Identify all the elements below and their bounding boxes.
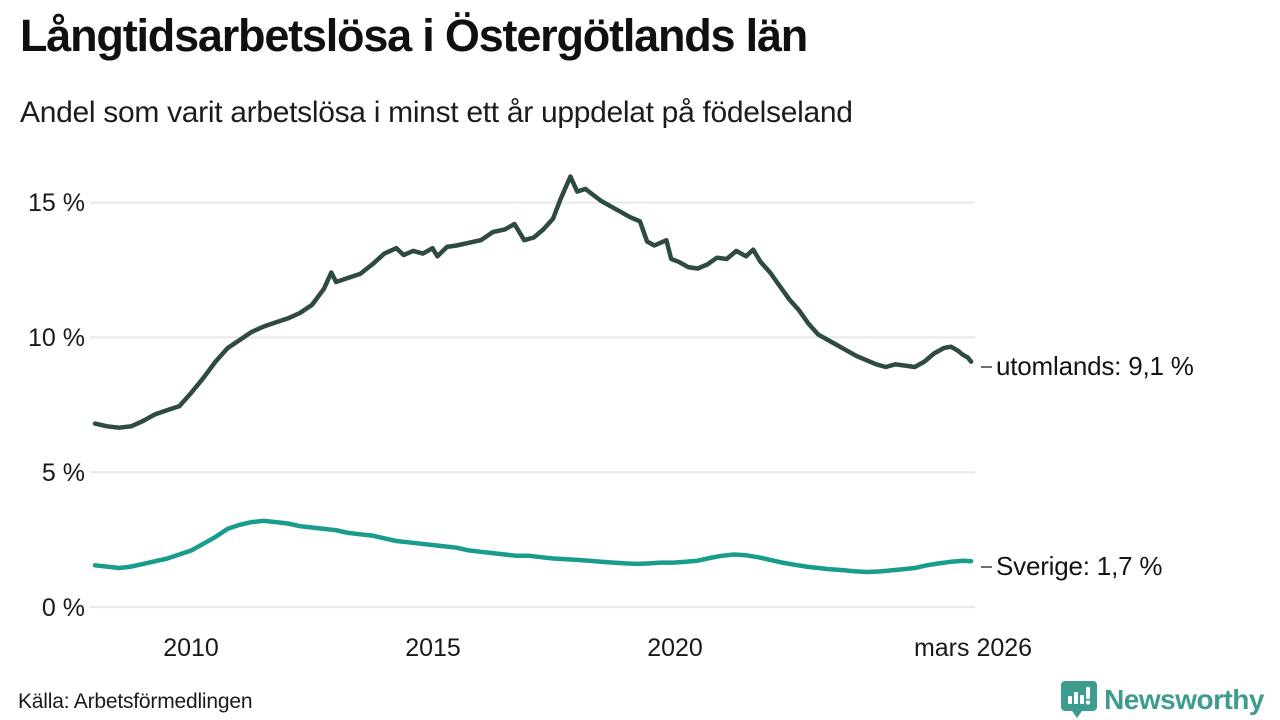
y-tick-15: 15 % <box>28 189 85 217</box>
series-line-utomlands <box>92 174 974 430</box>
leader-dash-sverige <box>981 566 992 568</box>
x-tick-mars-2026: mars 2026 <box>914 634 1032 662</box>
y-tick-10: 10 % <box>28 324 85 352</box>
newsworthy-logo-link[interactable]: Newsworthy <box>1061 681 1264 718</box>
page-title: Långtidsarbetslösa i Östergötlands län <box>20 10 808 61</box>
newsworthy-wordmark: Newsworthy <box>1104 683 1264 715</box>
chart-subtitle: Andel som varit arbetslösa i minst ett å… <box>20 96 853 129</box>
leader-dash-utomlands <box>981 366 992 368</box>
y-tick-0: 0 % <box>42 594 85 622</box>
y-tick-5: 5 % <box>42 459 85 487</box>
x-tick-2020: 2020 <box>647 634 703 662</box>
series-line-sverige <box>92 518 974 575</box>
series-label-sverige: Sverige: 1,7 % <box>996 551 1163 581</box>
source-note: Källa: Arbetsförmedlingen <box>18 690 253 713</box>
series-group <box>92 174 974 575</box>
newsworthy-bubble-chart-icon <box>1061 681 1098 718</box>
x-tick-2010: 2010 <box>163 634 219 662</box>
series-label-utomlands: utomlands: 9,1 % <box>996 351 1194 381</box>
x-tick-2015: 2015 <box>405 634 461 662</box>
